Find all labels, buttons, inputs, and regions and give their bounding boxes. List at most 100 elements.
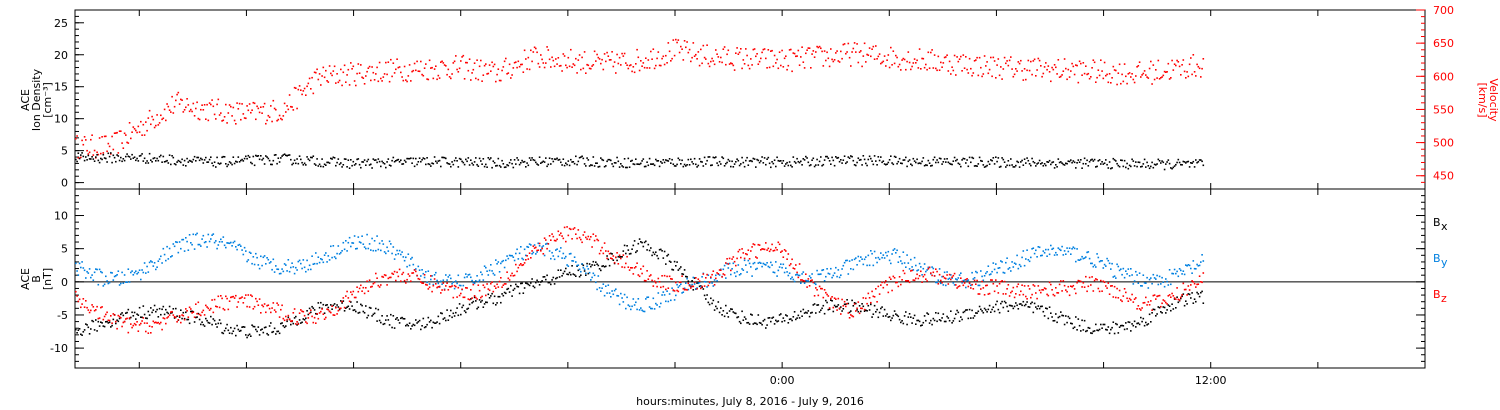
data-point [353, 80, 356, 82]
data-point [903, 159, 906, 161]
data-point [801, 273, 803, 275]
data-point [983, 294, 986, 296]
data-point [676, 41, 678, 44]
data-point [521, 282, 523, 285]
data-point [880, 284, 882, 286]
data-point [868, 297, 871, 299]
data-point [182, 238, 185, 241]
data-point [318, 73, 321, 75]
data-point [1195, 159, 1197, 161]
data-point [326, 80, 328, 82]
data-point [835, 156, 837, 158]
data-point [152, 265, 155, 267]
data-point [341, 84, 343, 87]
data-point [1082, 62, 1085, 64]
data-point [91, 134, 93, 136]
data-point [720, 268, 722, 271]
data-point [1025, 78, 1027, 81]
data-point [738, 248, 741, 251]
data-point [305, 270, 307, 273]
data-point [1088, 257, 1091, 260]
data-point [440, 165, 442, 168]
data-point [462, 161, 465, 164]
data-point [292, 266, 295, 268]
data-point [673, 260, 676, 263]
data-point [492, 65, 495, 68]
data-point [75, 158, 77, 161]
data-point [383, 163, 386, 165]
data-point [871, 316, 873, 318]
data-point [1005, 261, 1007, 264]
data-point [1003, 161, 1006, 163]
data-point [431, 66, 433, 69]
data-point [410, 157, 412, 159]
data-point [1151, 83, 1153, 85]
data-point [887, 291, 890, 294]
data-point [1186, 294, 1188, 296]
data-point [841, 298, 843, 301]
data-point [915, 62, 917, 64]
data-point [891, 64, 893, 66]
data-point [776, 156, 778, 159]
data-point [1201, 254, 1203, 256]
data-point [698, 281, 701, 284]
data-point [200, 157, 202, 160]
data-point [1005, 166, 1007, 168]
data-point [772, 316, 775, 319]
data-point [335, 164, 337, 167]
data-point [375, 307, 377, 310]
data-point [545, 239, 547, 241]
data-point [1036, 308, 1038, 310]
data-point [1067, 160, 1070, 162]
data-point [998, 311, 1001, 314]
data-point [1141, 320, 1143, 323]
data-point [1160, 162, 1162, 164]
data-point [136, 321, 138, 323]
data-point [750, 250, 752, 252]
data-point [983, 166, 986, 168]
data-point [396, 58, 398, 60]
data-point [1095, 278, 1097, 280]
data-point [1023, 304, 1026, 307]
data-point [375, 272, 377, 275]
data-point [806, 49, 808, 51]
data-point [693, 283, 696, 285]
data-point [1061, 162, 1063, 164]
data-point [141, 134, 143, 136]
data-point [976, 279, 978, 282]
data-point [252, 325, 255, 328]
data-point [375, 73, 377, 75]
data-point [673, 290, 676, 292]
data-point [361, 161, 363, 163]
data-point [1158, 306, 1161, 309]
data-point [161, 328, 163, 331]
data-point [1176, 59, 1178, 62]
data-point [1011, 261, 1013, 263]
data-point [693, 281, 696, 284]
data-point [730, 269, 732, 272]
data-point [480, 296, 482, 299]
data-point [1161, 302, 1163, 305]
data-point [998, 166, 1001, 168]
data-point [296, 321, 298, 323]
data-point [796, 157, 798, 160]
data-point [386, 284, 388, 286]
data-point [125, 281, 127, 283]
data-point [658, 248, 661, 251]
data-point [1058, 283, 1061, 286]
data-point [925, 319, 927, 322]
data-point [1056, 166, 1058, 168]
data-point [911, 65, 913, 68]
data-point [1065, 315, 1067, 317]
data-point [373, 159, 376, 161]
data-point [753, 322, 756, 324]
data-point [180, 321, 182, 324]
data-point [436, 78, 438, 81]
data-point [898, 256, 901, 258]
data-point [171, 310, 173, 313]
data-point [1047, 294, 1050, 297]
data-point [1090, 332, 1092, 334]
data-point [1193, 166, 1196, 168]
data-point [486, 166, 488, 168]
data-point [362, 286, 365, 289]
